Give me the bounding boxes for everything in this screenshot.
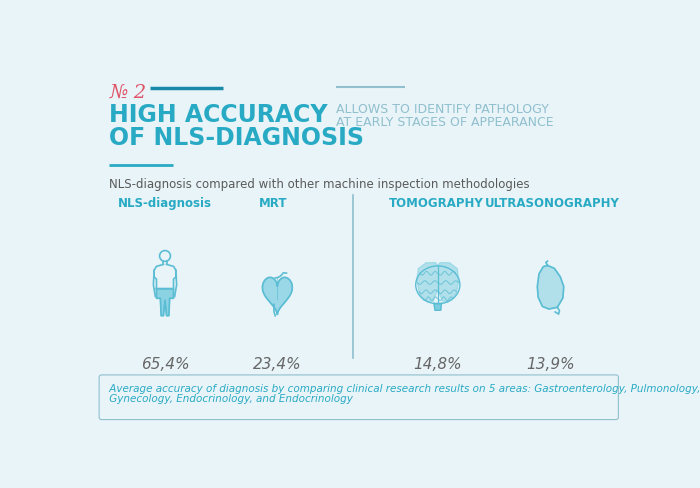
Text: 14,8%: 14,8% (414, 357, 462, 372)
Text: 23,4%: 23,4% (253, 357, 302, 372)
Text: NLS-diagnosis: NLS-diagnosis (118, 197, 212, 210)
Polygon shape (538, 266, 564, 309)
Text: AT EARLY STAGES OF APPEARANCE: AT EARLY STAGES OF APPEARANCE (335, 116, 553, 129)
Text: OF NLS-DIAGNOSIS: OF NLS-DIAGNOSIS (109, 126, 364, 150)
Polygon shape (434, 304, 442, 310)
Text: ULTRASONOGRAPHY: ULTRASONOGRAPHY (485, 197, 620, 210)
Text: 65,4%: 65,4% (141, 357, 189, 372)
Text: ALLOWS TO IDENTIFY PATHOLOGY: ALLOWS TO IDENTIFY PATHOLOGY (335, 103, 548, 116)
Text: 13,9%: 13,9% (526, 357, 575, 372)
Polygon shape (262, 278, 293, 314)
Polygon shape (417, 263, 458, 303)
Polygon shape (157, 289, 174, 316)
Text: MRT: MRT (259, 197, 288, 210)
Text: NLS-diagnosis compared with other machine inspection methodologies: NLS-diagnosis compared with other machin… (109, 178, 530, 191)
Text: № 2: № 2 (109, 83, 146, 101)
Text: HIGH ACCURACY: HIGH ACCURACY (109, 103, 328, 127)
Text: Gynecology, Endocrinology, and Endocrinology: Gynecology, Endocrinology, and Endocrino… (106, 394, 353, 404)
Text: TOMOGRAPHY: TOMOGRAPHY (389, 197, 484, 210)
Text: Average accuracy of diagnosis by comparing clinical research results on 5 areas:: Average accuracy of diagnosis by compari… (106, 383, 700, 393)
